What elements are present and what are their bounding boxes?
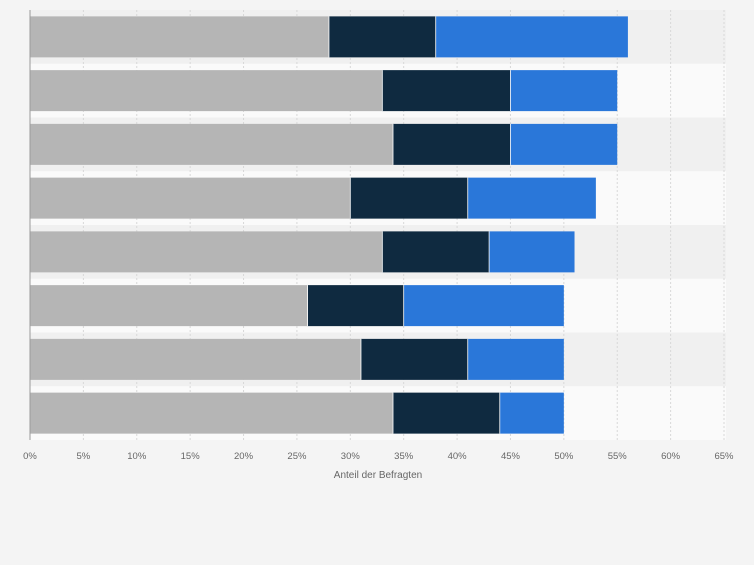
x-tick-label: 45% [501,451,521,462]
x-tick-label: 15% [181,451,201,462]
bar-segment [393,392,500,434]
bar-segment [30,123,394,165]
bar-segment [30,285,308,327]
bar-segment [467,338,564,380]
bar-segment [30,231,383,273]
bar-segment [403,285,564,327]
bar-segment [30,16,329,58]
bar-segment [510,70,618,112]
bar-segment [382,70,511,112]
bar-segment [489,231,575,273]
x-tick-label: 40% [448,451,468,462]
bar-segment [30,177,351,219]
bar-segment [360,338,468,380]
x-tick-label: 20% [234,451,254,462]
bar-segment [328,16,436,58]
bar-segment [350,177,468,219]
bar-segment [30,70,383,112]
x-tick-label: 60% [661,451,681,462]
x-tick-label: 10% [127,451,147,462]
x-tick-label: 0% [23,451,37,462]
x-tick-label: 30% [341,451,361,462]
bar-segment [393,123,511,165]
bar-segment [30,392,394,434]
bars [30,16,628,434]
x-tick-label: 5% [77,451,91,462]
bar-segment [499,392,564,434]
x-axis-title: Anteil der Befragten [334,470,422,481]
bar-segment [510,123,618,165]
x-tick-label: 50% [554,451,574,462]
x-tick-label: 55% [608,451,628,462]
x-tick-label: 65% [714,451,734,462]
x-tick-labels: 0% 5% 10% 15% 20% 25% 30% 35% 40% 45% 50% 55% 60% 65% [23,451,734,462]
bar-segment [435,16,628,58]
bar-segment [382,231,490,273]
x-tick-label: 35% [394,451,414,462]
bar-segment [467,177,596,219]
bar-segment [30,338,361,380]
x-tick-label: 25% [287,451,307,462]
bar-segment [307,285,404,327]
